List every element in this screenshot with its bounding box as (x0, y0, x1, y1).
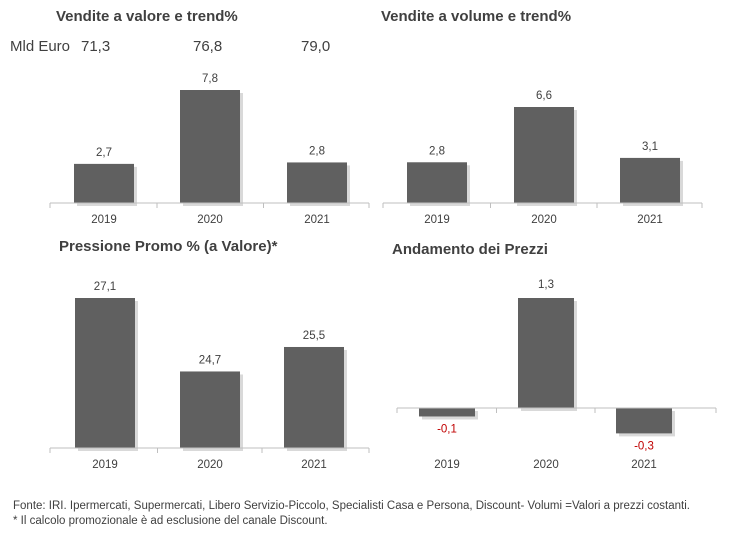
data-label-2020: 7,8 (202, 73, 218, 85)
bar-2021 (284, 346, 344, 448)
bar-2020 (514, 107, 574, 203)
chart-title-promo-pressure: Pressione Promo % (a Valore)* (59, 238, 278, 255)
data-label-2019: 2,7 (96, 147, 112, 159)
bar-2019 (74, 163, 134, 203)
footnote: Fonte: IRI. Ipermercati, Supermercati, L… (13, 499, 690, 529)
chart-sales-value: 2,7 7,8 2,8 2019 2020 2021 (49, 73, 370, 226)
bar-2020 (518, 298, 574, 408)
mld-euro-label: Mld Euro (10, 38, 71, 55)
bar-2019 (75, 298, 135, 448)
data-label-2021: 25,5 (303, 330, 325, 342)
x-tick-label-2019: 2019 (92, 459, 118, 471)
data-label-2020: 1,3 (538, 279, 554, 291)
x-tick-label-2019: 2019 (434, 459, 460, 471)
data-label-2019: 2,8 (429, 145, 445, 157)
mld-euro-value-2020: 76,8 (193, 38, 223, 55)
x-tick-label-2019: 2019 (91, 214, 117, 226)
mld-euro-value-2019: 71,3 (81, 38, 111, 55)
mld-euro-row: Mld Euro 71,3 76,8 79,0 (10, 38, 350, 58)
x-tick-label-2020: 2020 (531, 214, 557, 226)
data-label-2021: -0,3 (634, 440, 654, 452)
bar-2019 (407, 162, 467, 203)
chart-promo-pressure: 27,1 24,7 25,5 2019 2020 2021 (49, 281, 370, 471)
x-tick-label-2021: 2021 (637, 214, 663, 226)
x-tick-label-2021: 2021 (301, 459, 327, 471)
x-tick-label-2019: 2019 (424, 214, 450, 226)
data-label-2021: 3,1 (642, 141, 658, 153)
chart-price-trend: -0,1 1,3 -0,3 2019 2020 2021 (396, 279, 717, 471)
x-tick-label-2021: 2021 (631, 459, 657, 471)
bar-2021 (287, 162, 347, 203)
bar-2019 (419, 408, 475, 417)
x-tick-label-2020: 2020 (197, 459, 223, 471)
bar-2021 (616, 408, 672, 434)
footnote-promo-note: * Il calcolo promozionale è ad esclusion… (13, 515, 328, 527)
data-label-2019: -0,1 (437, 423, 457, 435)
chart-title-sales-value: Vendite a valore e trend% (56, 8, 238, 25)
chart-title-sales-volume: Vendite a volume e trend% (381, 8, 572, 25)
bar-2020 (180, 371, 240, 448)
data-label-2019: 27,1 (94, 281, 116, 293)
x-tick-label-2021: 2021 (304, 214, 330, 226)
chart-sales-volume: 2,8 6,6 3,1 2019 2020 2021 (382, 90, 703, 226)
chart-title-price-trend: Andamento dei Prezzi (392, 241, 548, 258)
data-label-2021: 2,8 (309, 145, 325, 157)
footnote-source: Fonte: IRI. Ipermercati, Supermercati, L… (13, 500, 690, 512)
data-label-2020: 24,7 (199, 354, 221, 366)
bar-2021 (620, 157, 680, 203)
mld-euro-value-2021: 79,0 (301, 38, 331, 55)
x-tick-label-2020: 2020 (197, 214, 223, 226)
x-tick-label-2020: 2020 (533, 459, 559, 471)
data-label-2020: 6,6 (536, 90, 552, 102)
bar-2020 (180, 90, 240, 203)
